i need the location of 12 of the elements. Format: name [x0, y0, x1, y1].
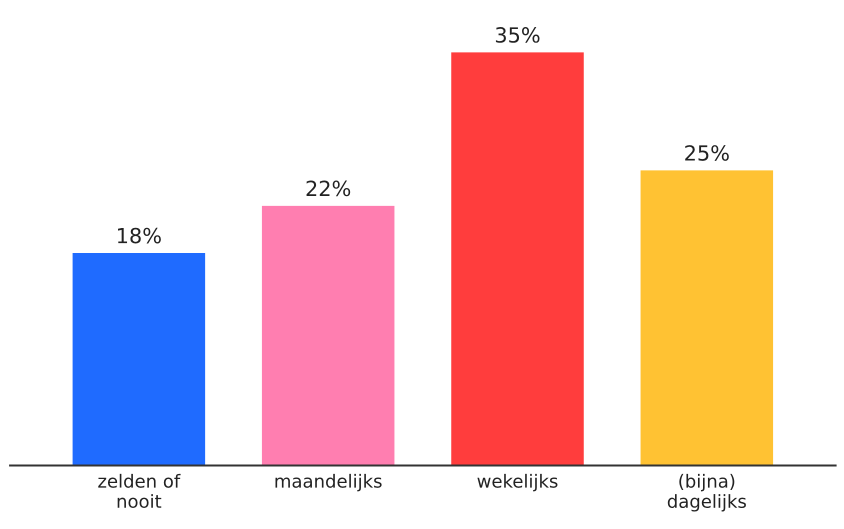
x-tick-label: zelden of nooit: [98, 474, 181, 508]
data-label: 18%: [118, 228, 161, 244]
x-tick-label: wekelijks: [477, 474, 558, 492]
bar: [262, 206, 394, 466]
x-tick-label: (bijna) dagelijks: [668, 474, 746, 512]
bar: [451, 52, 584, 466]
bar: [640, 170, 774, 466]
x-tick-label: maandelijks: [276, 474, 382, 492]
data-label: 35%: [496, 27, 540, 43]
data-label: 25%: [685, 145, 729, 161]
bar: [72, 253, 206, 466]
data-label: 22%: [306, 180, 350, 196]
